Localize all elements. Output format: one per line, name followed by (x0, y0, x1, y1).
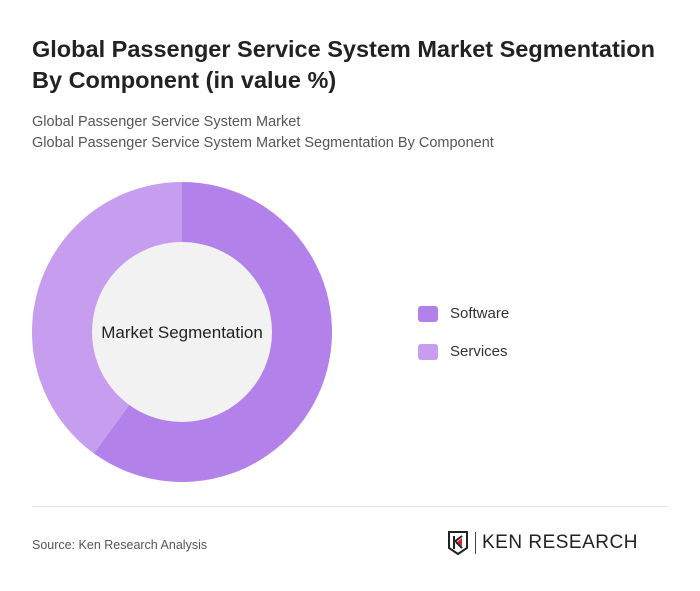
divider (32, 506, 668, 507)
donut-hole (92, 242, 272, 422)
chart-subtitle: Global Passenger Service System Market (32, 114, 301, 130)
source-note: Source: Ken Research Analysis (32, 538, 208, 552)
legend-item-services[interactable]: Services (418, 343, 508, 360)
ken-research-logo: KEN RESEARCH (447, 530, 638, 556)
legend-label: Software (450, 305, 510, 322)
logo-mark-icon (448, 531, 468, 556)
logo-text: KEN RESEARCH (482, 532, 638, 553)
chart-subtitle-2: Global Passenger Service System Market S… (32, 135, 494, 151)
center-label: Market Segmentation (101, 323, 263, 342)
legend-swatch (418, 343, 438, 360)
legend-item-software[interactable]: Software (418, 305, 509, 322)
chart-title: Global Passenger Service System Market S… (32, 36, 656, 93)
legend-label: Services (450, 343, 508, 360)
legend-swatch (418, 305, 438, 322)
donut-chart: Market Segmentation (32, 182, 332, 482)
